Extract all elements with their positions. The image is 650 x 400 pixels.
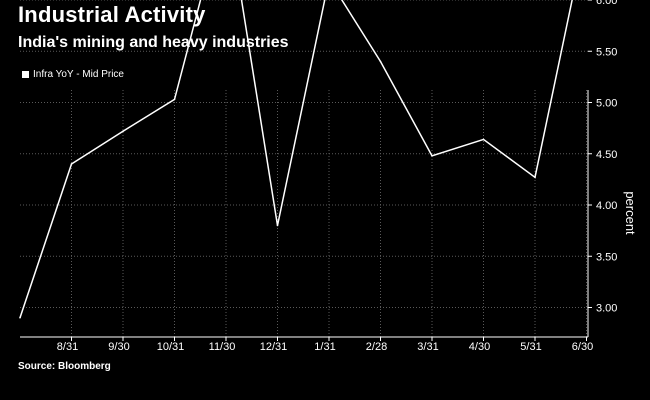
y-tick-label: 6.00 xyxy=(596,0,617,7)
x-tick-label: 4/30 xyxy=(469,341,490,353)
data-point xyxy=(379,60,382,63)
x-tick-label: 5/31 xyxy=(520,341,541,353)
series-line xyxy=(19,0,573,318)
data-point xyxy=(276,224,279,227)
data-point xyxy=(173,98,176,101)
y-tick-label: 5.50 xyxy=(596,46,617,58)
y-axis-label: percent xyxy=(623,191,638,235)
x-tick-label: 9/30 xyxy=(108,341,129,353)
x-tick-label: 11/30 xyxy=(209,341,236,353)
x-tick-label: 6/30 xyxy=(572,341,593,353)
data-point xyxy=(431,155,433,157)
x-tick-label: 12/31 xyxy=(260,341,288,353)
y-tick-label: 3.50 xyxy=(596,251,617,263)
x-tick-label: 1/31 xyxy=(314,341,335,353)
x-tick-label: 8/31 xyxy=(57,341,78,353)
chart-title: Industrial Activity xyxy=(18,2,206,27)
y-tick-label: 3.00 xyxy=(596,303,617,315)
data-point xyxy=(534,176,536,179)
x-tick-label: 2/28 xyxy=(366,341,387,353)
y-tick-label: 4.00 xyxy=(596,200,617,212)
legend: Infra YoY - Mid Price xyxy=(22,69,124,80)
source-note: Source: Bloomberg xyxy=(18,361,111,372)
y-tick-label: 5.00 xyxy=(596,98,617,110)
legend-label: Infra YoY - Mid Price xyxy=(33,69,124,80)
data-point xyxy=(19,316,21,319)
x-tick-label: 3/31 xyxy=(417,341,438,353)
x-tick-label: 10/31 xyxy=(157,341,185,353)
chart-subtitle: India's mining and heavy industries xyxy=(18,34,289,51)
data-point xyxy=(482,138,485,141)
legend-swatch xyxy=(22,71,29,78)
data-point xyxy=(70,163,73,165)
y-tick-label: 4.50 xyxy=(596,149,617,161)
data-point xyxy=(122,130,124,132)
